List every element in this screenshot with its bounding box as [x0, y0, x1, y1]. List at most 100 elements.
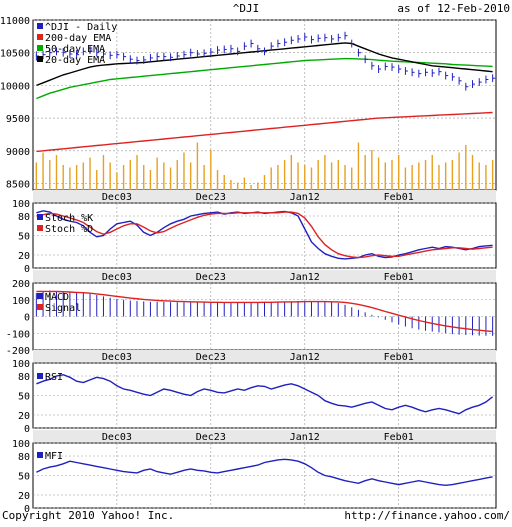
date-tick-label: Jan12: [290, 432, 320, 443]
date-tick-label: Dec03: [102, 192, 132, 203]
copyright-text: Copyright 2010 Yahoo! Inc.: [2, 509, 174, 522]
volume-bar: [136, 155, 138, 190]
date-tick-label: Dec23: [196, 272, 226, 283]
volume-bar: [109, 162, 111, 190]
price-ytick-label: 9000: [6, 147, 30, 158]
volume-bar: [344, 165, 346, 190]
rsi-ytick-label: 0: [24, 424, 30, 435]
volume-bar: [143, 165, 145, 190]
volume-bar: [431, 155, 433, 190]
rsi-legend-swatch: [37, 373, 43, 379]
volume-bar: [169, 167, 172, 190]
volume-bar: [163, 162, 165, 190]
date-tick-label: Feb01: [384, 192, 414, 203]
volume-bar: [411, 165, 413, 190]
price-ytick-label: 9500: [6, 114, 30, 125]
price-ytick-label: 8500: [6, 179, 30, 190]
date-tick-label: Dec03: [102, 432, 132, 443]
macd-legend-swatch: [37, 304, 43, 310]
volume-bar: [330, 162, 333, 190]
volume-bar: [404, 167, 407, 190]
date-tick-label: Feb01: [384, 432, 414, 443]
macd-ytick-label: -100: [6, 329, 30, 340]
volume-bar: [210, 150, 212, 190]
macd-ytick-label: 200: [12, 279, 30, 290]
macd-ytick-label: 0: [24, 313, 30, 324]
volume-bar: [418, 162, 420, 190]
volume-bar: [398, 155, 400, 190]
rsi-line: [36, 373, 494, 415]
volume-bar: [203, 165, 205, 190]
date-tick-label: Feb01: [384, 352, 414, 363]
volume-bar: [156, 157, 158, 190]
mfi-ytick-label: 0: [24, 504, 30, 515]
volume-bar: [485, 165, 487, 190]
date-tick-label: Feb01: [384, 272, 414, 283]
volume-bar: [243, 177, 246, 190]
date-tick-label: Dec23: [196, 432, 226, 443]
volume-bar: [384, 162, 386, 190]
date-band-1: [33, 190, 496, 202]
stoch-legend-label: Stoch %K: [45, 213, 93, 224]
stoch-d-line: [36, 211, 493, 259]
mfi-legend-swatch: [37, 452, 43, 458]
stoch-ytick-label: 80: [18, 212, 30, 223]
stoch-ytick-label: 0: [24, 264, 30, 275]
volume-bar: [270, 167, 272, 190]
volume-bar: [96, 170, 98, 190]
volume-bar: [196, 142, 199, 190]
price-legend-swatch: [37, 34, 43, 40]
rsi-ytick-label: 50: [18, 392, 30, 403]
volume-bar: [122, 165, 125, 190]
macd-legend-label: MACD: [45, 292, 69, 303]
price-ytick-label: 10000: [0, 81, 30, 92]
price-legend-label: 20-day EMA: [45, 55, 105, 66]
volume-bar: [304, 165, 306, 190]
stoch-legend-swatch: [37, 225, 43, 231]
volume-bar: [290, 155, 293, 190]
volume-bar: [176, 160, 178, 190]
volume-bar: [49, 160, 51, 190]
volume-bar: [377, 157, 380, 190]
date-tick-label: Dec03: [102, 272, 132, 283]
volume-bar: [310, 167, 313, 190]
volume-bar: [438, 165, 440, 190]
volume-bar: [69, 167, 71, 190]
volume-bar: [277, 165, 279, 190]
source-url[interactable]: http://finance.yahoo.com/: [344, 509, 510, 522]
mfi-line: [36, 458, 493, 487]
volume-bar: [458, 152, 460, 190]
macd-legend-label: Signal: [45, 303, 81, 314]
volume-bar: [364, 155, 366, 190]
mfi-ytick-label: 50: [18, 472, 30, 483]
volume-bar: [236, 182, 239, 190]
volume-bar: [116, 172, 118, 190]
price-legend-label: ^DJI - Daily: [45, 22, 117, 33]
volume-bar: [42, 152, 44, 190]
date-band-3: [33, 350, 496, 362]
volume-bar: [82, 162, 85, 190]
price-legend-label: 50-day EMA: [45, 44, 105, 55]
mfi-ytick-label: 80: [18, 452, 30, 463]
volume-bar: [250, 185, 252, 190]
price-legend-swatch: [37, 56, 43, 62]
volume-bar: [337, 160, 340, 190]
volume-bar: [465, 145, 467, 190]
volume-bar: [257, 182, 259, 190]
volume-bar: [183, 152, 185, 190]
rsi-ytick-label: 100: [12, 359, 30, 370]
macd-ytick-label: 100: [12, 296, 30, 307]
macd-signal-line: [36, 290, 493, 333]
ema200-line: [36, 111, 493, 153]
date-band-4: [33, 430, 496, 442]
volume-bar: [102, 155, 105, 190]
stoch-ytick-label: 100: [12, 199, 30, 210]
price-ytick-label: 11000: [0, 16, 30, 27]
volume-bar: [189, 162, 192, 190]
volume-bar: [55, 155, 58, 190]
volume-bar: [324, 155, 326, 190]
mfi-legend-label: MFI: [45, 451, 63, 462]
stoch-ytick-label: 50: [18, 232, 30, 243]
